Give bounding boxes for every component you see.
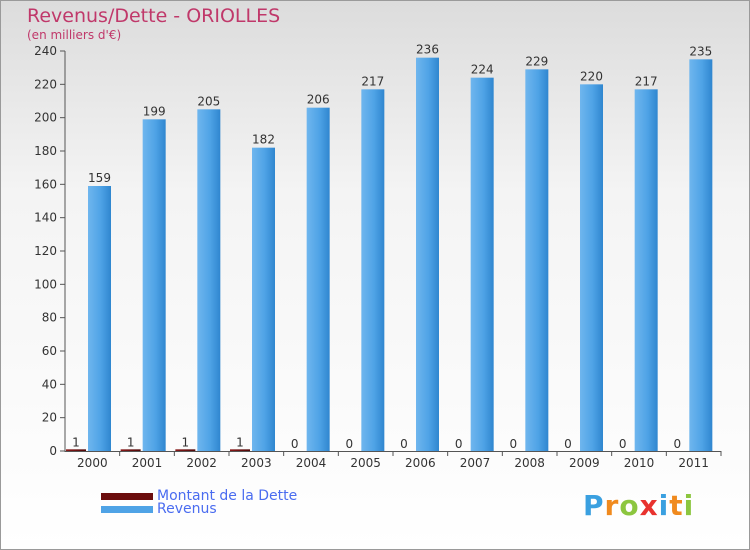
bar-revenus-2007 [470,77,494,452]
bar-revenus-2008 [525,69,549,451]
y-tick-label-100: 100 [34,277,57,291]
y-tick-label-140: 140 [34,211,57,225]
x-tick-label-2002: 2002 [186,456,217,470]
x-tick-label-2011: 2011 [678,456,709,470]
data-label-dette-2002: 1 [182,435,190,449]
data-label-dette-2010: 0 [619,437,627,451]
x-tick-label-2008: 2008 [514,456,545,470]
bar-dette-2003 [230,449,250,451]
data-label-revenus-2010: 217 [635,74,658,88]
bar-dette-2000 [66,449,86,451]
legend-label-dette: Montant de la Dette [157,488,298,504]
logo-letter: o [619,489,640,522]
bar-revenus-2011 [689,59,713,451]
bar-revenus-2004 [306,107,330,452]
y-tick-label-60: 60 [42,344,57,358]
data-label-dette-2000: 1 [72,435,80,449]
bar-revenus-2009 [580,84,603,451]
logo-letter: P [583,489,605,522]
y-tick-label-240: 240 [34,44,57,58]
x-tick-label-2005: 2005 [350,456,381,470]
data-label-revenus-2002: 205 [197,94,220,108]
y-tick-label-220: 220 [34,77,57,91]
x-tick-label-2000: 2000 [77,456,108,470]
data-label-dette-2005: 0 [346,437,354,451]
logo-letter: i [658,489,670,522]
bar-revenus-2006 [416,57,439,452]
data-label-revenus-2008: 229 [525,54,548,68]
bar-revenus-2002 [197,109,221,451]
x-tick-label-2010: 2010 [624,456,655,470]
data-label-revenus-2009: 220 [580,69,603,83]
y-tick-label-0: 0 [49,444,57,458]
data-label-revenus-2005: 217 [361,74,384,88]
bar-revenus-2005 [361,89,385,451]
data-label-revenus-2003: 182 [252,133,275,147]
data-label-dette-2003: 1 [236,435,244,449]
y-tick-label-160: 160 [34,177,57,191]
data-label-revenus-2006: 236 [416,43,439,57]
bar-revenus-2003 [252,147,275,451]
logo-letter: t [669,489,684,522]
x-tick-label-2009: 2009 [569,456,600,470]
chart-title: Revenus/Dette - ORIOLLES [27,5,281,27]
data-label-dette-2006: 0 [400,437,408,451]
logo-letter: i [683,489,695,522]
legend-swatch-dette [101,493,153,500]
legend-label-revenus: Revenus [157,501,217,517]
y-tick-label-40: 40 [42,377,57,391]
bar-revenus-2010 [634,89,658,451]
proxiti-logo: Proxiti [583,489,694,522]
x-tick-label-2004: 2004 [296,456,327,470]
y-tick-label-80: 80 [42,311,57,325]
bar-revenus-2000 [88,186,111,451]
x-tick-label-2006: 2006 [405,456,436,470]
data-label-revenus-2000: 159 [88,171,111,185]
x-tick-label-2007: 2007 [460,456,491,470]
bar-dette-2001 [120,449,141,451]
x-tick-label-2001: 2001 [132,456,163,470]
bar-dette-2002 [175,449,196,451]
data-label-revenus-2001: 199 [143,104,166,118]
data-label-dette-2009: 0 [564,437,572,451]
data-label-dette-2008: 0 [510,437,518,451]
data-label-dette-2007: 0 [455,437,463,451]
data-label-dette-2004: 0 [291,437,299,451]
bar-revenus-2001 [142,119,166,451]
x-tick-label-2003: 2003 [241,456,272,470]
chart-subtitle: (en milliers d'€) [27,28,122,42]
logo-letter: r [604,489,620,522]
logo-letter: x [639,489,659,522]
y-tick-label-200: 200 [34,111,57,125]
legend-swatch-revenus [101,506,153,513]
data-label-dette-2011: 0 [674,437,682,451]
data-label-dette-2001: 1 [127,435,135,449]
y-tick-label-180: 180 [34,144,57,158]
data-label-revenus-2007: 224 [471,63,494,77]
y-tick-label-120: 120 [34,244,57,258]
data-label-revenus-2004: 206 [307,93,330,107]
data-label-revenus-2011: 235 [689,44,712,58]
y-tick-label-20: 20 [42,411,57,425]
